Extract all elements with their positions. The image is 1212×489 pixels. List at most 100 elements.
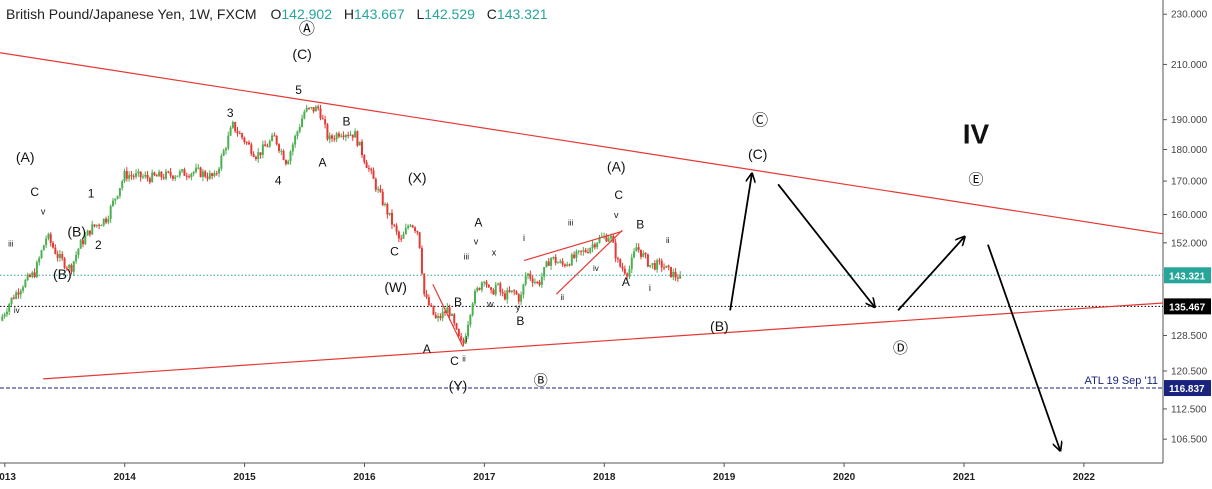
candle-body — [497, 283, 500, 285]
wave-label: 5 — [295, 83, 302, 97]
candle-body — [614, 242, 617, 259]
close-value: 143.321 — [496, 6, 548, 22]
price-axis-badge — [1164, 380, 1211, 397]
candle-body — [102, 218, 105, 226]
candle-body — [527, 273, 530, 276]
candle-body — [236, 131, 239, 134]
candle-body — [287, 161, 290, 165]
price-tick-label: 170.000 — [1171, 177, 1208, 188]
candle-body — [552, 256, 555, 259]
candle-body — [264, 144, 267, 147]
trendline — [523, 230, 623, 262]
candle-body — [63, 258, 66, 268]
candle-body — [178, 171, 181, 176]
candle-body — [533, 281, 536, 283]
candle-body — [510, 290, 513, 293]
candle-body — [206, 176, 209, 179]
candle-body — [107, 218, 110, 223]
candle-body — [224, 148, 227, 151]
candle-body — [171, 175, 174, 179]
candle-body — [95, 224, 98, 227]
candle-body — [596, 242, 599, 248]
candle-body — [259, 152, 262, 155]
candle-body — [197, 167, 200, 169]
price-tick-label: 230.000 — [1171, 10, 1208, 21]
candle-body — [658, 260, 661, 262]
candle-body — [679, 275, 682, 279]
candle-body — [642, 253, 645, 257]
candle-body — [455, 323, 458, 330]
candle-body — [257, 152, 260, 159]
candle-body — [22, 287, 25, 291]
candle-body — [12, 297, 15, 299]
candle-body — [556, 262, 559, 264]
candle-body — [307, 107, 310, 109]
candle-body — [165, 171, 168, 179]
trendline — [0, 52, 1164, 235]
wave-label: v — [614, 210, 619, 220]
wave-label: iii — [464, 252, 470, 261]
wave-label: ii — [666, 236, 670, 245]
price-tick-label: 120.500 — [1171, 367, 1208, 378]
candle-body — [575, 251, 578, 258]
candle-body — [188, 176, 191, 178]
wave-label: (C) — [292, 46, 311, 62]
candle-body — [137, 171, 140, 174]
candle-body — [201, 171, 204, 177]
candle-body — [457, 329, 460, 337]
candle-body — [545, 261, 548, 268]
candle-body — [312, 107, 315, 112]
time-tick-label: 2013 — [0, 472, 16, 483]
candle-body — [591, 244, 594, 249]
candle-body — [38, 257, 41, 263]
candle-body — [17, 292, 20, 295]
wave-label: C — [450, 354, 459, 368]
candle-body — [388, 212, 391, 215]
candle-body — [303, 111, 306, 119]
candle-body — [215, 173, 218, 175]
candle-body — [349, 134, 352, 136]
candle-body — [665, 265, 668, 268]
wave-label: (B) — [67, 224, 86, 240]
candle-body — [414, 227, 417, 232]
candle-body — [84, 235, 87, 245]
candle-body — [10, 297, 13, 305]
candle-body — [469, 314, 472, 325]
candle-body — [478, 287, 481, 290]
candle-body — [24, 280, 27, 288]
time-tick-label: 2016 — [353, 472, 376, 483]
wave-label: v — [41, 207, 46, 217]
candle-body — [229, 127, 232, 136]
candle-body — [222, 150, 225, 156]
candle-body — [250, 144, 253, 154]
candle-body — [254, 156, 257, 159]
candle-body — [213, 173, 216, 177]
wave-label: 4 — [275, 173, 282, 187]
forecast-arrow — [897, 237, 964, 311]
time-tick-label: 2021 — [953, 472, 976, 483]
candle-body — [317, 106, 320, 109]
wave-label: B — [342, 115, 350, 129]
candle-body — [252, 153, 255, 157]
candle-body — [407, 226, 410, 229]
wave-label: i — [466, 335, 468, 344]
open-value: 142.902 — [281, 6, 332, 22]
candle-body — [365, 162, 368, 168]
candle-body — [337, 133, 340, 137]
candle-body — [393, 224, 396, 226]
wave-label: (C) — [748, 146, 767, 162]
candle-body — [135, 173, 138, 177]
candle-body — [517, 294, 520, 302]
candle-body — [427, 297, 430, 306]
candle-body — [450, 314, 453, 316]
wave-label: v — [474, 237, 479, 247]
chart-header: British Pound/Japanese Yen, 1W, FXCM O14… — [6, 6, 556, 22]
price-axis-badge-label: 143.321 — [1169, 271, 1206, 282]
candle-body — [390, 212, 393, 225]
price-tick-label: 160.000 — [1171, 210, 1208, 221]
candle-body — [238, 133, 241, 135]
candle-body — [667, 265, 670, 267]
candle-body — [190, 173, 193, 178]
candle-body — [3, 314, 6, 317]
